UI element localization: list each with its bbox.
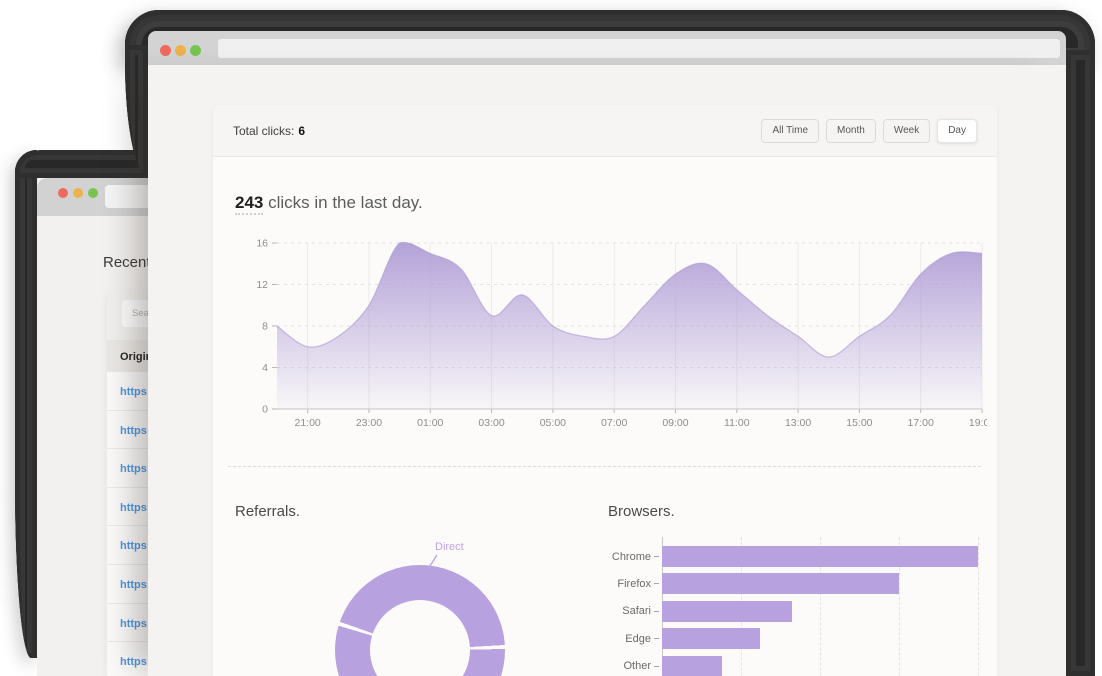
svg-text:17:00: 17:00 <box>908 417 934 429</box>
url-link[interactable]: https:// <box>120 617 157 630</box>
bar-chrome <box>662 546 978 567</box>
bar-tick-icon <box>654 610 659 612</box>
minimize-button-icon[interactable] <box>175 45 186 56</box>
svg-text:19:00: 19:00 <box>969 417 987 429</box>
close-button-icon[interactable] <box>58 188 68 198</box>
analytics-card: Total clicks: 6 All Time Month Week Day 243 … <box>213 105 997 676</box>
bar-label: Edge <box>625 632 651 645</box>
svg-text:03:00: 03:00 <box>478 417 504 429</box>
svg-text:12: 12 <box>256 279 268 291</box>
back-window-frame-left <box>15 150 37 658</box>
bar-row-other: Other <box>553 655 978 676</box>
bar-track <box>662 546 978 567</box>
bar-tick-icon <box>654 556 659 557</box>
url-link[interactable]: https:// <box>120 386 157 398</box>
svg-text:4: 4 <box>262 362 268 374</box>
donut-hole <box>370 600 470 676</box>
bar-track <box>662 600 978 622</box>
front-address-bar[interactable] <box>218 39 1060 58</box>
bar-firefox <box>662 573 899 595</box>
gridline <box>899 537 900 676</box>
svg-text:09:00: 09:00 <box>662 417 688 429</box>
url-link[interactable]: https:// <box>120 578 157 591</box>
svg-text:0: 0 <box>262 404 268 416</box>
browsers-title: Browsers. <box>608 503 675 520</box>
gridline <box>820 537 821 676</box>
donut-label-leader-line <box>427 554 438 570</box>
svg-text:01:00: 01:00 <box>417 417 443 429</box>
total-clicks: Total clicks: 6 <box>233 124 305 138</box>
svg-text:07:00: 07:00 <box>601 417 627 429</box>
bar-label: Other <box>623 660 651 673</box>
url-link[interactable]: https:// <box>120 424 157 437</box>
total-clicks-value: 6 <box>298 123 306 138</box>
headline-count: 243 <box>235 193 264 215</box>
filter-button-week[interactable]: Week <box>882 118 931 143</box>
bar-label: Safari <box>622 605 651 618</box>
url-link[interactable]: https:// <box>120 540 157 553</box>
url-link[interactable]: https:// <box>120 463 157 476</box>
area-chart: 21:00 23:00 01:00 03:00 05:00 07:00 09:00 11:00… <box>256 238 987 430</box>
svg-text:11:00: 11:00 <box>724 417 750 429</box>
front-window-page: Total clicks: 6 All Time Month Week Day 243 … <box>148 65 1066 676</box>
donut-label-direct: Direct <box>435 541 464 553</box>
svg-text:23:00: 23:00 <box>356 417 382 429</box>
minimize-button-icon[interactable] <box>73 188 83 198</box>
maximize-button-icon[interactable] <box>88 188 98 198</box>
bar-tick-icon <box>654 638 659 640</box>
svg-text:16: 16 <box>256 238 268 250</box>
filter-button-day[interactable]: Day <box>937 118 977 143</box>
bar-label: Firefox <box>617 577 651 590</box>
front-window-titlebar <box>148 31 1066 65</box>
referrals-donut-chart <box>335 565 505 676</box>
svg-text:8: 8 <box>262 321 268 333</box>
headline-text: clicks in the last day. <box>263 193 423 212</box>
bar-other <box>662 655 723 676</box>
bar-safari <box>662 600 792 622</box>
total-clicks-label: Total clicks: <box>233 123 295 138</box>
url-link[interactable]: https:// <box>120 501 157 514</box>
bar-row-safari: Safari <box>553 600 978 622</box>
bar-track <box>662 655 978 676</box>
bar-tick-icon <box>654 665 659 667</box>
bar-tick-icon <box>654 583 659 585</box>
filter-buttons: All Time Month Week Day <box>761 118 977 143</box>
bar-row-chrome: Chrome <box>553 546 978 567</box>
bar-row-firefox: Firefox <box>553 573 978 595</box>
bar-track <box>662 628 978 650</box>
svg-text:05:00: 05:00 <box>540 417 566 429</box>
svg-text:15:00: 15:00 <box>846 417 872 429</box>
svg-text:21:00: 21:00 <box>295 417 321 429</box>
filter-button-month[interactable]: Month <box>826 118 876 143</box>
referrals-title: Referrals. <box>235 503 301 520</box>
section-divider <box>228 466 981 467</box>
close-button-icon[interactable] <box>160 45 171 56</box>
bar-label: Chrome <box>611 550 651 563</box>
svg-text:13:00: 13:00 <box>785 417 811 429</box>
card-header: Total clicks: 6 All Time Month Week Day <box>213 105 997 157</box>
headline: 243 clicks in the last day. <box>235 193 423 215</box>
front-window-frame-right <box>1066 50 1095 676</box>
recent-links-heading: Recent <box>103 254 151 271</box>
bar-track <box>662 573 978 595</box>
filter-button-all-time[interactable]: All Time <box>761 118 820 143</box>
maximize-button-icon[interactable] <box>190 45 201 56</box>
url-link[interactable]: https:// <box>120 656 157 669</box>
bar-edge <box>662 628 760 650</box>
bar-row-edge: Edge <box>553 628 978 650</box>
gridline <box>978 537 979 676</box>
